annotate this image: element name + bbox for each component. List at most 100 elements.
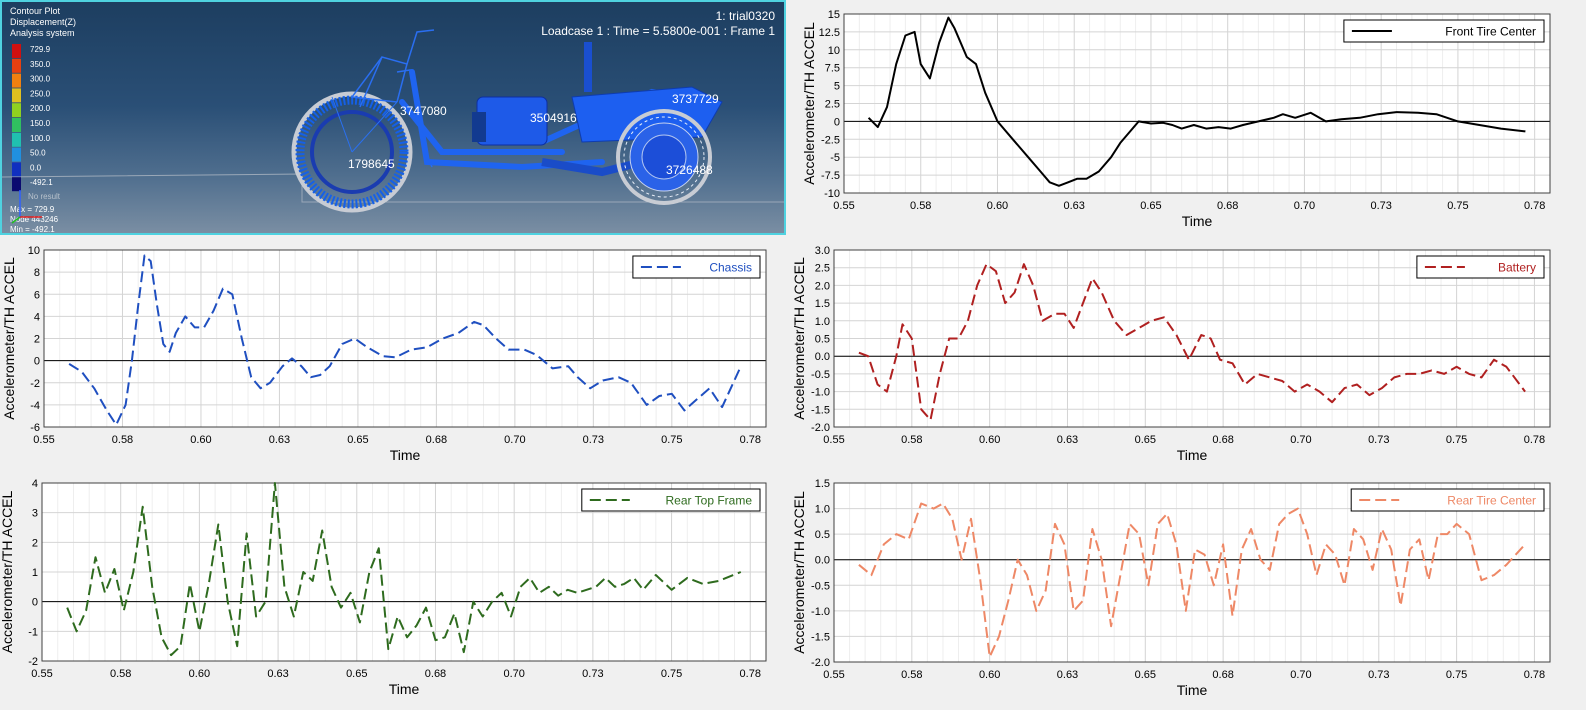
x-tick-label: 0.60 [189,668,210,680]
legend[interactable]: Battery [1416,255,1545,279]
series-line[interactable] [858,263,1526,421]
y-axis-label: Accelerometer/TH ACCEL [791,491,807,654]
x-tick-label: 0.55 [31,668,52,680]
node-label: 1798645 [348,157,395,171]
y-tick-label: 0 [834,116,840,128]
node-label: 3747080 [400,104,447,118]
y-tick-label: 0.0 [815,555,830,567]
chart-panel-chassis: 0.55 0.58 0.60 0.63 0.65 0.68 0.70 0.73 0.75 0.78… [0,237,786,473]
y-tick-label: 15 [828,9,840,21]
model-title: 1: trial0320 [716,9,776,23]
x-tick-label: 0.68 [1212,434,1233,446]
x-axis-label: Time [1177,682,1208,698]
y-tick-label: 3 [32,508,38,520]
ground-plane-outline [2,173,784,203]
legend-label: Rear Tire Center [1447,494,1536,508]
x-tick-label: 0.65 [1140,200,1161,212]
scale-swatch [12,73,21,88]
y-tick-label: -1.0 [811,606,830,618]
y-tick-label: -0.5 [811,369,830,381]
y-tick-label: -10 [824,188,840,200]
x-tick-label: 0.55 [33,434,54,446]
series-line[interactable] [68,254,742,426]
axis-triad-icon [11,190,42,224]
scale-swatch [12,103,21,118]
x-tick-label: 0.65 [1135,434,1156,446]
y-axis-label: Accelerometer/TH ACCEL [801,22,817,185]
y-tick-label: -1.5 [811,631,830,643]
y-tick-label: 1.5 [815,478,830,490]
x-tick-label: 0.78 [1524,669,1545,681]
y-tick-label: 10 [28,245,40,257]
x-tick-label: 0.75 [1446,434,1467,446]
legend[interactable]: Front Tire Center [1343,19,1545,43]
series-line[interactable] [867,16,1526,187]
y-tick-label: 0.0 [815,351,830,363]
x-tick-label: 0.75 [661,668,682,680]
y-tick-label: 5 [834,81,840,93]
x-tick-label: 0.58 [112,434,133,446]
battery-chart[interactable]: 0.55 0.58 0.60 0.63 0.65 0.68 0.70 0.73 0.75 0.78… [786,237,1586,473]
x-tick-label: 0.75 [1446,669,1467,681]
x-tick-label: 0.68 [1212,669,1233,681]
y-tick-label: 4 [32,478,38,490]
y-tick-label: -1.5 [811,404,830,416]
legend-system: Analysis system [10,28,75,38]
legend[interactable]: Rear Top Frame [581,488,761,512]
scale-swatch [12,147,21,162]
contour-color-scale: 729.9 350.0 300.0 250.0 200.0 150.0 100.0 50.0 0… [12,44,53,192]
scale-swatch [12,132,21,147]
y-tick-label: 2.5 [815,263,830,275]
chassis-chart[interactable]: 0.55 0.58 0.60 0.63 0.65 0.68 0.70 0.73 0.75 0.78… [0,237,786,473]
x-tick-label: 0.60 [979,434,1000,446]
legend-box [1343,19,1545,43]
scale-value-label: 729.9 [30,45,51,54]
y-tick-label: 1.0 [815,504,830,516]
legend-label: Battery [1498,261,1536,275]
x-tick-label: 0.70 [504,434,525,446]
loadcase-label: Loadcase 1 : Time = 5.5800e-001 : Frame … [541,24,775,38]
x-tick-label: 0.78 [1524,434,1545,446]
y-tick-label: 2 [32,537,38,549]
y-tick-label: 0.5 [815,529,830,541]
chart-panel-battery: 0.55 0.58 0.60 0.63 0.65 0.68 0.70 0.73 0.75 0.78… [786,237,1586,473]
x-tick-label: 0.63 [1057,434,1078,446]
x-tick-label: 0.70 [1294,200,1315,212]
chart-panel-rear-top-frame: 0.55 0.58 0.60 0.63 0.65 0.68 0.70 0.73 0.75 0.78… [0,473,786,710]
rear-top-frame-chart[interactable]: 0.55 0.58 0.60 0.63 0.65 0.68 0.70 0.73 0.75 0.78… [0,473,786,710]
y-tick-label: -7.5 [821,170,840,182]
node-label: 3504916 [530,111,577,125]
y-axis-label: Accelerometer/TH ACCEL [791,257,807,420]
x-tick-label: 0.55 [823,434,844,446]
series-line[interactable] [66,482,742,657]
scale-swatch [12,177,21,192]
x-tick-label: 0.60 [979,669,1000,681]
legend[interactable]: Rear Tire Center [1350,488,1545,512]
scale-value-label: 0.0 [30,163,42,172]
y-tick-label: -1 [28,626,38,638]
legend-label: Front Tire Center [1445,25,1536,39]
x-tick-label: 0.70 [1290,669,1311,681]
x-tick-label: 0.68 [426,434,447,446]
plot-frame [41,482,767,662]
y-tick-label: 1.0 [815,316,830,328]
x-tick-label: 0.63 [269,434,290,446]
scale-value-label: 100.0 [30,134,51,143]
vehicle-model[interactable] [291,29,723,213]
y-tick-label: 12.5 [819,27,840,39]
rear-tire-center-chart[interactable]: 0.55 0.58 0.60 0.63 0.65 0.68 0.70 0.73 0.75 0.78… [786,473,1586,710]
y-axis-label: Accelerometer/TH ACCEL [1,257,17,420]
x-axis-label: Time [390,447,421,463]
plot-frame [833,482,1551,663]
x-tick-label: 0.73 [1370,200,1391,212]
model-viewport[interactable]: Contour Plot Displacement(Z) Analysis sy… [0,0,786,235]
x-tick-label: 0.75 [1447,200,1468,212]
x-tick-label: 0.78 [740,668,761,680]
y-tick-label: -2 [30,378,40,390]
front-tire-center-chart[interactable]: 0.55 0.58 0.60 0.63 0.65 0.68 0.70 0.73 0.75 0.78… [786,0,1586,237]
series-line[interactable] [858,502,1526,658]
scale-swatch [12,88,21,103]
battery-connector [472,112,486,142]
legend[interactable]: Chassis [632,255,761,279]
viewport-canvas[interactable]: Contour Plot Displacement(Z) Analysis sy… [2,2,784,233]
